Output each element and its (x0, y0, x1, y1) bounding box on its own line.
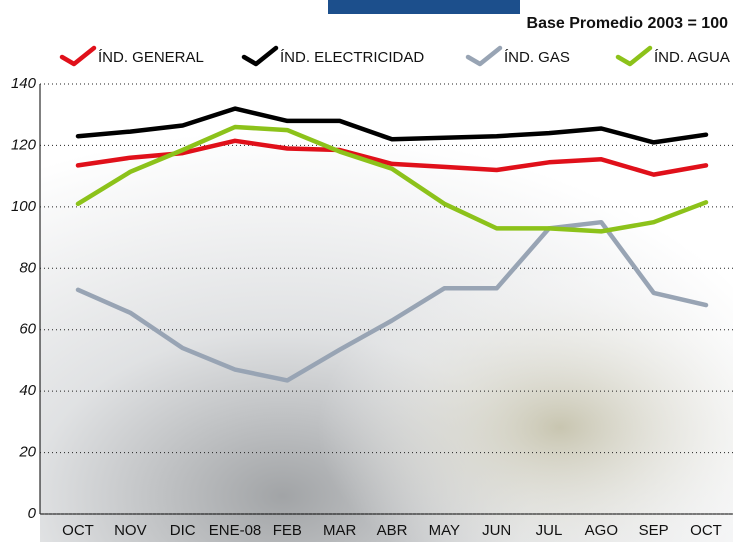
y-tick-label: 120 (11, 136, 37, 153)
y-tick-label: 60 (19, 321, 36, 338)
line-series (75, 124, 709, 234)
x-tick-label: FEB (273, 522, 302, 539)
background-image (40, 84, 733, 542)
legend-label: ÍND. ELECTRICIDAD (280, 49, 424, 66)
chart-subtitle: Base Promedio 2003 = 100 (527, 15, 729, 32)
line-series (75, 106, 709, 145)
y-tick-label: 140 (11, 75, 37, 92)
x-tick-label: OCT (690, 522, 722, 539)
x-tick-label: ABR (377, 522, 408, 539)
y-tick-label: 40 (19, 382, 36, 399)
legend-label: ÍND. AGUA (654, 49, 730, 66)
x-tick-label: DIC (170, 522, 196, 539)
y-tick-label: 20 (18, 444, 36, 461)
y-tick-label: 80 (19, 259, 36, 276)
legend-icon (59, 45, 97, 67)
x-tick-label: MAY (429, 522, 460, 539)
legend-icon (465, 45, 503, 67)
y-tick-label: 100 (11, 198, 37, 215)
line-series (75, 219, 709, 383)
x-tick-label: NOV (114, 522, 147, 539)
header-bar (328, 0, 520, 14)
y-tick-label: 0 (28, 505, 37, 522)
x-tick-label: MAR (323, 522, 357, 539)
x-tick-label: OCT (62, 522, 94, 539)
legend-icon (615, 45, 653, 67)
legend-label: ÍND. GENERAL (98, 49, 204, 66)
legend-icon (241, 45, 279, 67)
legend: ÍND. GENERAL ÍND. ELECTRICIDAD ÍND. GAS ÍND… (59, 45, 730, 67)
legend-label: ÍND. GAS (504, 49, 570, 66)
line-series (75, 138, 709, 177)
x-tick-label: SEP (639, 522, 669, 539)
x-tick-label: JUN (482, 522, 511, 539)
x-tick-label: AGO (585, 522, 618, 539)
x-tick-label: ENE-08 (209, 522, 262, 539)
x-tick-label: JUL (536, 522, 563, 539)
